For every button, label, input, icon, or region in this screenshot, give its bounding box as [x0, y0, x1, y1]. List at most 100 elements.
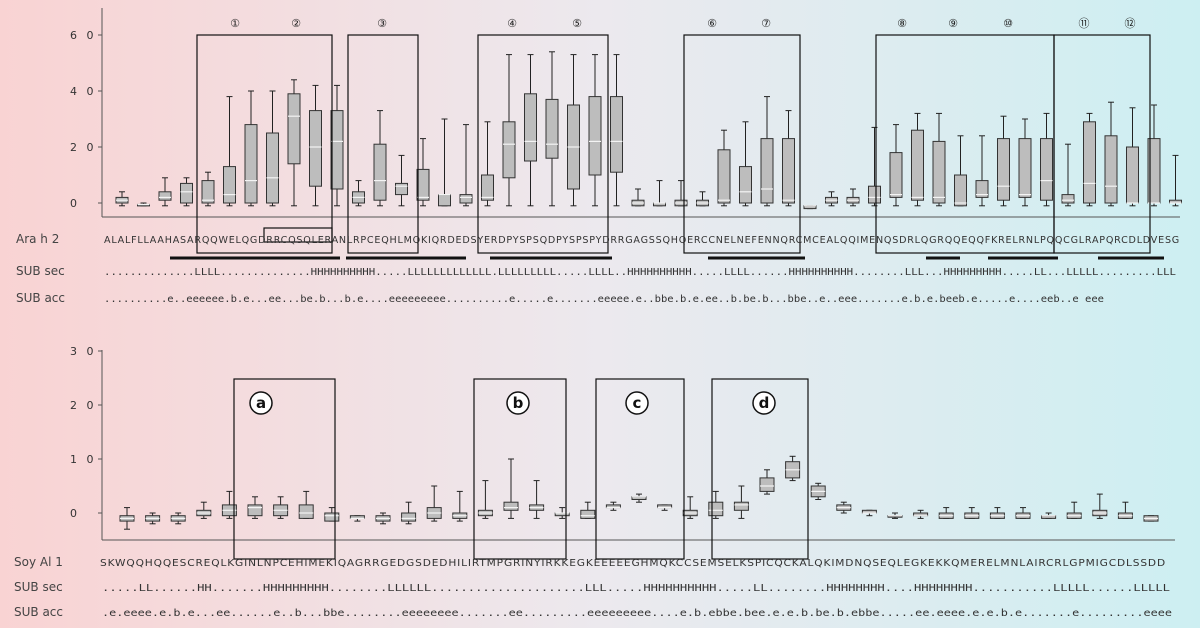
box-iqr [324, 512, 340, 522]
box-37 [1041, 512, 1057, 519]
box-iqr [1040, 138, 1053, 201]
box-15 [477, 480, 493, 519]
annotation-circle [625, 391, 649, 415]
box-7 [244, 90, 258, 207]
box-4 [196, 501, 212, 519]
box-iqr [459, 194, 473, 204]
box-iqr [395, 182, 408, 196]
y-tick-label: 1 0 [70, 453, 97, 466]
box-2 [137, 202, 150, 207]
box-8 [298, 490, 314, 519]
box-36 [1015, 507, 1031, 519]
sequence-1: ALALFLLAAHASARQQWELQGDRRCQSQLERANLRPCEQH… [104, 235, 1180, 246]
box-26 [759, 469, 775, 495]
box-iqr [481, 174, 494, 201]
box-iqr [1104, 135, 1118, 204]
chart-ara-h2: 0 2 0 4 0 6 0 ① ② ③ ④ ⑤ ⑥ ⑦ ⑧ ⑨ ⑩ ⑪ ⑫ Ara h 2 ALALFLLA… [16, 8, 1182, 305]
box-36 [868, 126, 881, 207]
box-iqr [610, 96, 623, 173]
box-23 [588, 54, 602, 207]
annotation-letter: d [759, 394, 770, 412]
annotation-6: ⑥ [707, 17, 717, 30]
box-12 [401, 501, 417, 525]
box-iqr [244, 124, 258, 204]
box-iqr [503, 501, 519, 511]
box-iqr [158, 191, 172, 201]
box-40 [1117, 501, 1133, 519]
box-21 [545, 51, 559, 207]
region-box-3 [347, 34, 419, 254]
boxes-2 [119, 455, 1159, 530]
y-tick-label: 3 0 [70, 345, 97, 358]
highlight-rects-1 [196, 34, 1151, 254]
annotation-a: a [249, 391, 273, 415]
box-27 [785, 455, 801, 482]
box-iqr [580, 509, 596, 519]
annotation-letter: b [513, 394, 524, 412]
box-iqr [717, 149, 731, 204]
annotation-7: ⑦ [761, 17, 771, 30]
box-46 [1083, 112, 1096, 207]
box-1 [119, 507, 135, 530]
box-iqr [524, 93, 537, 162]
annotation-2: ② [291, 17, 301, 30]
box-30 [739, 121, 752, 207]
y-tick-label: 0 [70, 197, 80, 210]
box-iqr [708, 501, 724, 517]
box-2 [145, 512, 161, 525]
box-32 [782, 110, 795, 207]
box-24 [708, 490, 724, 519]
sub-sec-2: .....LL......HH.......HHHHHHHHH........L… [102, 583, 1170, 594]
y-tick-label: 6 0 [70, 29, 97, 42]
annotation-1: ① [230, 17, 240, 30]
box-40 [954, 135, 967, 207]
box-11 [375, 512, 391, 525]
box-14 [395, 154, 408, 207]
sequence-2: SKWQQHQQESCREQLKGINLNPCEHIMEKIQAGRRGEDGS… [100, 558, 1166, 569]
box-20 [605, 501, 621, 511]
box-28 [810, 482, 826, 500]
box-iqr [889, 152, 903, 198]
box-17 [529, 480, 545, 519]
box-18 [554, 507, 570, 519]
y-tick-label: 0 [70, 507, 80, 520]
box-iqr [247, 504, 263, 517]
y-tick-label: 4 0 [70, 85, 97, 98]
box-50 [1169, 154, 1182, 207]
seq-label-2: Soy Al 1 [14, 555, 63, 569]
box-42 [997, 115, 1010, 207]
box-iqr [545, 98, 559, 159]
annotation-circle [506, 391, 530, 415]
box-iqr [180, 182, 193, 204]
box-26 [653, 180, 666, 207]
region-box-1-2 [196, 34, 333, 254]
box-iqr [759, 477, 775, 492]
box-17 [459, 124, 473, 207]
box-11 [330, 84, 344, 207]
box-9 [324, 507, 340, 522]
box-8 [266, 90, 279, 207]
sub-acc-2: .e.eeee.e.b.e...ee......e..b...bbe......… [102, 608, 1172, 619]
box-44 [1040, 112, 1053, 207]
annotation-12: ⑫ [1125, 17, 1136, 30]
y-tick-label: 2 0 [70, 141, 97, 154]
box-33 [803, 205, 817, 210]
box-29 [717, 129, 731, 207]
box-31 [760, 96, 774, 207]
box-iqr [733, 501, 749, 511]
box-iqr [373, 143, 387, 201]
box-45 [1061, 143, 1075, 207]
box-iqr [438, 194, 451, 207]
box-25 [631, 188, 645, 207]
sub-sec-1: ..............LLLL..............HHHHHHHH… [104, 267, 1176, 278]
y-ticks-1: 0 2 0 4 0 6 0 [70, 29, 102, 210]
annotation-b: b [506, 391, 530, 415]
sub-sec-label-2: SUB sec [14, 580, 63, 594]
box-iqr [911, 129, 924, 201]
box-22 [657, 504, 673, 511]
annotation-5: ⑤ [572, 17, 582, 30]
box-iqr [330, 110, 344, 190]
annotation-circle [752, 391, 776, 415]
box-23 [682, 496, 698, 519]
box-41 [975, 135, 989, 207]
